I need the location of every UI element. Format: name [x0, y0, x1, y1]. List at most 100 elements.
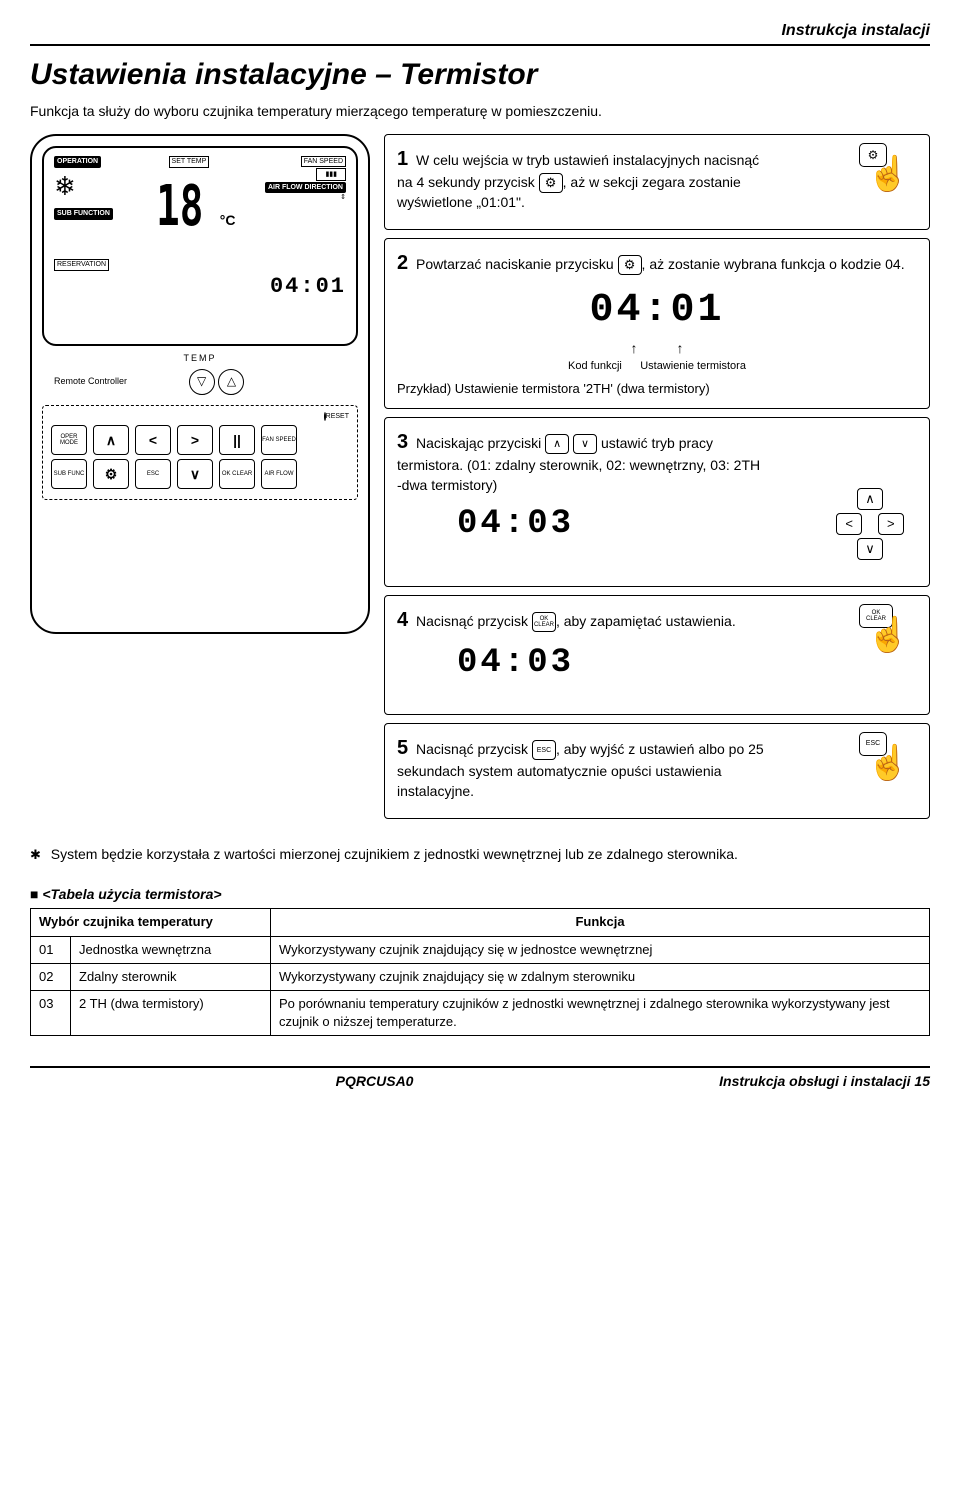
hand-press-4: OKCLEAR ☝ — [849, 604, 919, 664]
note-mark-icon — [30, 846, 47, 862]
left-btn-cluster: < — [836, 513, 862, 535]
temp-label: TEMP — [42, 352, 358, 365]
step-2-text-b: , aż zostanie wybrana funkcja o kodzie 0… — [642, 256, 905, 272]
arrows-down: ↑ ↑ — [397, 339, 917, 359]
esc-icon: ESC — [532, 740, 556, 760]
table-row: 03 2 TH (dwa termistory) Po porównaniu t… — [31, 990, 930, 1035]
th-func: Funkcja — [271, 909, 930, 936]
hand-icon-4: ☝ — [867, 618, 909, 652]
step-5-text-a: Nacisnąć przycisk — [416, 741, 532, 757]
page-title: Ustawienia instalacyjne – Termistor — [30, 54, 930, 96]
hand-press-1: ⚙ ☝ — [849, 143, 919, 203]
table-row: 01 Jednostka wewnętrzna Wykorzystywany c… — [31, 936, 930, 963]
down-btn-cluster: ∨ — [857, 538, 883, 560]
up-arrow-btn[interactable]: ∧ — [93, 425, 129, 455]
cell-func: Wykorzystywany czujnik znajdujący się w … — [271, 963, 930, 990]
fan-speed-btn[interactable]: FAN SPEED — [261, 425, 297, 455]
temp-up-btn[interactable]: △ — [218, 369, 244, 395]
fanspeed-label: FAN SPEED — [301, 156, 346, 167]
temp-down-btn[interactable]: ▽ — [189, 369, 215, 395]
ok-clear-btn[interactable]: OK CLEAR — [219, 459, 255, 489]
table-title: ■ <Tabela użycia termistora> — [30, 885, 930, 905]
cell-func: Wykorzystywany czujnik znajdujący się w … — [271, 936, 930, 963]
esc-btn[interactable]: ESC — [135, 459, 171, 489]
up-btn-cluster: ∧ — [857, 488, 883, 510]
step-4-text-b: , aby zapamiętać ustawienia. — [556, 613, 736, 629]
airflow-label: AIR FLOW DIRECTION — [265, 182, 346, 193]
down-icon: ∨ — [573, 434, 597, 454]
step-3-box: 3 Naciskając przyciski ∧ ∨ ustawić tryb … — [384, 417, 930, 587]
hand-press-5: ESC ☝ — [849, 732, 919, 792]
subfunc-label: SUB FUNCTION — [54, 208, 113, 220]
page-subtitle: Funkcja ta służy do wyboru czujnika temp… — [30, 102, 930, 122]
step-5-num: 5 — [397, 737, 408, 759]
fan-bar: ▮▮▮ — [316, 168, 346, 181]
step-3-text-a: Naciskając przyciski — [416, 435, 545, 451]
degc-label: °C — [220, 212, 236, 228]
right-btn-cluster: > — [878, 513, 904, 535]
cell-func: Po porównaniu temperatury czujników z je… — [271, 990, 930, 1035]
footer-model: PQRCUSA0 — [336, 1072, 414, 1092]
hand-icon: ☝ — [867, 157, 909, 191]
ustawienie-term: Ustawienie termistora — [640, 360, 746, 372]
reservation-label: RESERVATION — [54, 259, 109, 271]
footer-page: Instrukcja obsługi i instalacji 15 — [719, 1072, 930, 1092]
footnote-text: System będzie korzystała z wartości mier… — [51, 846, 738, 862]
air-flow-btn[interactable]: AIR FLOW — [261, 459, 297, 489]
termistor-table: Wybór czujnika temperatury Funkcja 01 Je… — [30, 908, 930, 1036]
step-1-box: 1 W celu wejścia w tryb ustawień instala… — [384, 134, 930, 230]
step-5-box: 5 Nacisnąć przycisk ESC, aby wyjść z ust… — [384, 723, 930, 819]
right-arrow-btn[interactable]: > — [177, 425, 213, 455]
cell-name: Jednostka wewnętrzna — [71, 936, 271, 963]
sub-func-btn[interactable]: SUB FUNC — [51, 459, 87, 489]
step-4-box: 4 Nacisnąć przycisk OKCLEAR, aby zapamię… — [384, 595, 930, 715]
arrow-cluster: ∧ < > ∨ — [825, 488, 915, 560]
button-row-2: SUB FUNC ⚙ ESC ∨ OK CLEAR AIR FLOW — [51, 459, 349, 489]
big-digit: 18 — [156, 168, 203, 246]
snow-icon: ❄ — [54, 171, 76, 201]
okclear-icon: OKCLEAR — [532, 612, 556, 632]
footnote: System będzie korzystała z wartości mier… — [30, 845, 930, 865]
cell-code: 01 — [31, 936, 71, 963]
step-2-box: 2 Powtarzać naciskanie przycisku , aż zo… — [384, 238, 930, 409]
step-2-display: 04:01 — [397, 283, 917, 339]
button-grid: RESET OPER MODE ∧ < > || FAN SPEED SUB F… — [42, 405, 358, 501]
main-layout: OPERATION ❄ SUB FUNCTION SET TEMP 18 °C … — [30, 134, 930, 827]
remote-lcd: OPERATION ❄ SUB FUNCTION SET TEMP 18 °C … — [42, 146, 358, 346]
cell-code: 03 — [31, 990, 71, 1035]
reset-label: RESET — [326, 413, 349, 420]
steps-column: 1 W celu wejścia w tryb ustawień instala… — [384, 134, 930, 827]
lcd-clock: 04:01 — [54, 272, 346, 303]
airflow-icon: ⇕ — [340, 194, 346, 201]
gear-icon-2 — [618, 255, 642, 275]
rc-label: Remote Controller — [54, 375, 127, 388]
step-3-num: 3 — [397, 431, 408, 453]
up-icon: ∧ — [545, 434, 569, 454]
step-4-num: 4 — [397, 609, 408, 631]
th-sensor: Wybór czujnika temperatury — [31, 909, 271, 936]
down-arrow-btn[interactable]: ∨ — [177, 459, 213, 489]
page-footer: PQRCUSA0 Instrukcja obsługi i instalacji… — [30, 1066, 930, 1092]
table-row: 02 Zdalny sterownik Wykorzystywany czujn… — [31, 963, 930, 990]
operation-label: OPERATION — [54, 156, 101, 168]
step-1-num: 1 — [397, 148, 408, 170]
oper-mode-btn[interactable]: OPER MODE — [51, 425, 87, 455]
settemp-label: SET TEMP — [169, 156, 210, 168]
kod-row: Kod funkcji Ustawienie termistora — [397, 359, 917, 374]
button-row-1: OPER MODE ∧ < > || FAN SPEED — [51, 425, 349, 455]
sq-bullet: ■ — [30, 886, 38, 902]
gear-icon — [539, 173, 563, 193]
hand-icon-5: ☝ — [867, 746, 909, 780]
table-title-text: <Tabela użycia termistora> — [42, 886, 221, 902]
kod-funkcji: Kod funkcji — [568, 360, 622, 372]
gear-btn[interactable]: ⚙ — [93, 459, 129, 489]
step-2-num: 2 — [397, 252, 408, 274]
cell-code: 02 — [31, 963, 71, 990]
cell-name: 2 TH (dwa termistory) — [71, 990, 271, 1035]
example-note: Przykład) Ustawienie termistora '2TH' (d… — [397, 380, 917, 398]
remote-column: OPERATION ❄ SUB FUNCTION SET TEMP 18 °C … — [30, 134, 370, 634]
left-arrow-btn[interactable]: < — [135, 425, 171, 455]
pause-btn[interactable]: || — [219, 425, 255, 455]
step-4-display: 04:03 — [397, 640, 917, 688]
remote-device: OPERATION ❄ SUB FUNCTION SET TEMP 18 °C … — [30, 134, 370, 634]
